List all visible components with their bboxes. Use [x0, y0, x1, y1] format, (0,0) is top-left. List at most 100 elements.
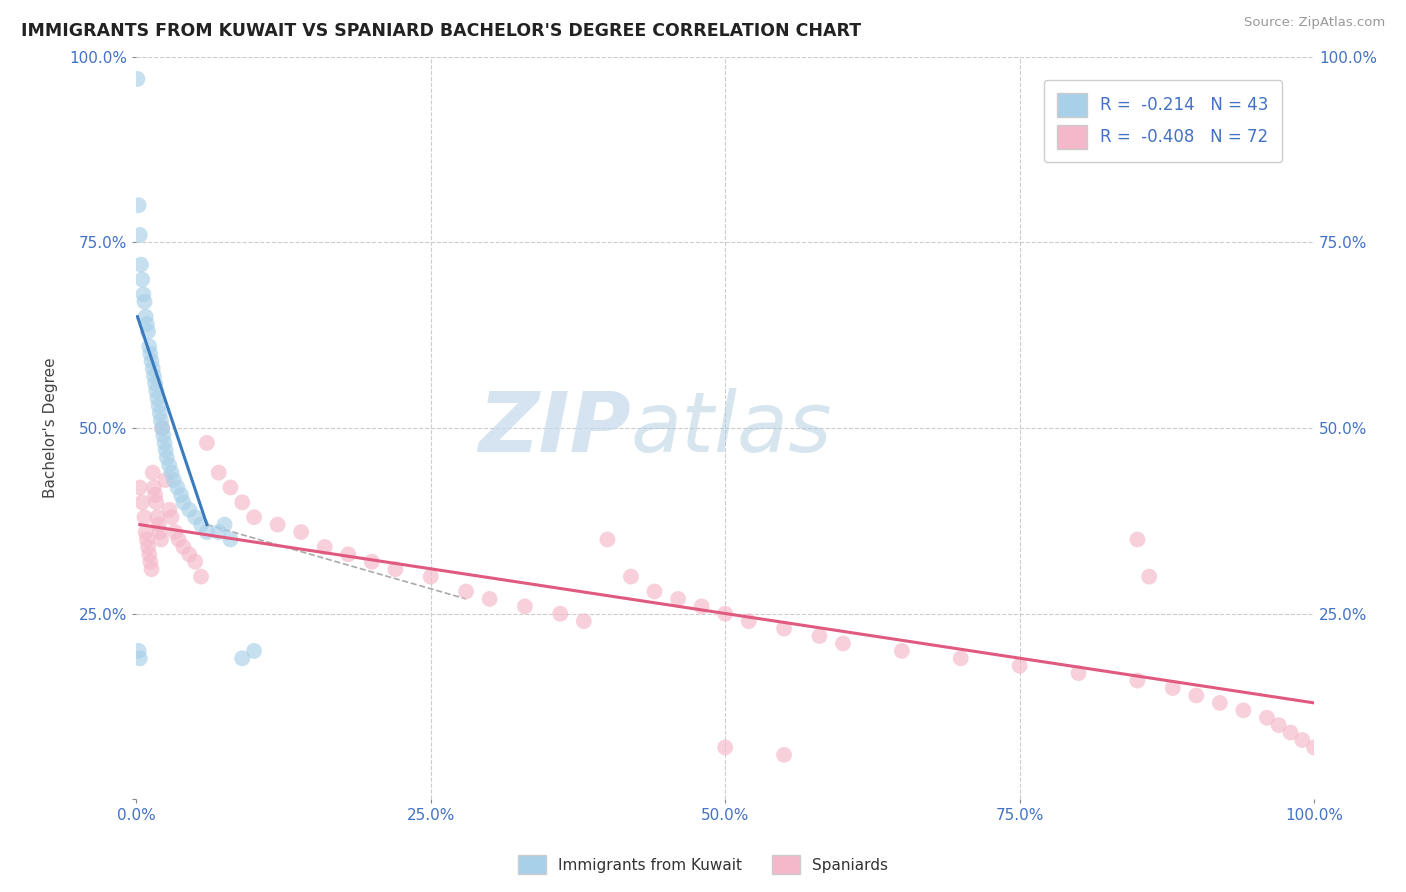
- Point: [135, 310, 157, 324]
- Point: [149, 524, 172, 539]
- Point: [150, 414, 173, 428]
- Point: [1185, 689, 1208, 703]
- Point: [195, 436, 218, 450]
- Point: [190, 517, 212, 532]
- Point: [150, 533, 173, 547]
- Point: [149, 406, 172, 420]
- Y-axis label: Bachelor's Degree: Bachelor's Degree: [44, 358, 58, 499]
- Point: [243, 510, 266, 524]
- Point: [128, 644, 150, 658]
- Point: [666, 591, 689, 606]
- Point: [153, 436, 176, 450]
- Point: [690, 599, 713, 614]
- Point: [572, 614, 595, 628]
- Point: [156, 450, 179, 465]
- Point: [128, 481, 150, 495]
- Point: [384, 562, 406, 576]
- Point: [832, 636, 855, 650]
- Point: [184, 510, 207, 524]
- Point: [195, 524, 218, 539]
- Point: [231, 495, 253, 509]
- Point: [1126, 533, 1149, 547]
- Point: [231, 651, 253, 665]
- Point: [136, 325, 159, 339]
- Point: [160, 510, 183, 524]
- Point: [1291, 733, 1313, 747]
- Point: [134, 510, 156, 524]
- Point: [135, 524, 157, 539]
- Point: [1256, 711, 1278, 725]
- Point: [548, 607, 571, 621]
- Legend: R =  -0.214   N = 43, R =  -0.408   N = 72: R = -0.214 N = 43, R = -0.408 N = 72: [1043, 80, 1282, 162]
- Point: [219, 481, 242, 495]
- Point: [135, 317, 157, 331]
- Point: [143, 376, 166, 391]
- Point: [150, 421, 173, 435]
- Point: [419, 569, 441, 583]
- Point: [513, 599, 536, 614]
- Point: [167, 533, 190, 547]
- Point: [1161, 681, 1184, 695]
- Point: [132, 287, 155, 301]
- Text: atlas: atlas: [631, 387, 832, 468]
- Point: [219, 533, 242, 547]
- Point: [1232, 703, 1254, 717]
- Point: [738, 614, 761, 628]
- Point: [773, 747, 796, 762]
- Point: [142, 369, 165, 384]
- Point: [1137, 569, 1160, 583]
- Point: [127, 72, 149, 87]
- Point: [890, 644, 912, 658]
- Point: [1067, 666, 1090, 681]
- Point: [184, 555, 207, 569]
- Point: [166, 481, 188, 495]
- Point: [949, 651, 972, 665]
- Point: [714, 740, 737, 755]
- Point: [146, 392, 169, 406]
- Point: [1267, 718, 1289, 732]
- Point: [141, 562, 163, 576]
- Point: [190, 569, 212, 583]
- Point: [145, 495, 167, 509]
- Point: [135, 533, 157, 547]
- Point: [142, 466, 165, 480]
- Point: [1126, 673, 1149, 688]
- Point: [208, 466, 231, 480]
- Point: [290, 524, 312, 539]
- Point: [1008, 658, 1031, 673]
- Point: [128, 651, 150, 665]
- Point: [139, 555, 162, 569]
- Point: [128, 198, 150, 212]
- Point: [172, 540, 194, 554]
- Point: [163, 473, 186, 487]
- Text: ZIP: ZIP: [478, 387, 631, 468]
- Point: [160, 466, 183, 480]
- Point: [620, 569, 643, 583]
- Point: [128, 227, 150, 242]
- Point: [136, 540, 159, 554]
- Point: [131, 272, 153, 286]
- Point: [266, 517, 288, 532]
- Point: [142, 361, 165, 376]
- Point: [129, 258, 152, 272]
- Text: IMMIGRANTS FROM KUWAIT VS SPANIARD BACHELOR'S DEGREE CORRELATION CHART: IMMIGRANTS FROM KUWAIT VS SPANIARD BACHE…: [21, 22, 862, 40]
- Point: [596, 533, 619, 547]
- Point: [1209, 696, 1232, 710]
- Point: [714, 607, 737, 621]
- Point: [143, 488, 166, 502]
- Point: [644, 584, 666, 599]
- Point: [170, 488, 193, 502]
- Point: [337, 547, 360, 561]
- Point: [172, 495, 194, 509]
- Point: [131, 495, 153, 509]
- Point: [165, 524, 187, 539]
- Point: [478, 591, 501, 606]
- Point: [148, 399, 170, 413]
- Point: [454, 584, 477, 599]
- Point: [150, 421, 173, 435]
- Point: [157, 502, 180, 516]
- Point: [142, 481, 165, 495]
- Legend: Immigrants from Kuwait, Spaniards: Immigrants from Kuwait, Spaniards: [512, 849, 894, 880]
- Point: [179, 502, 201, 516]
- Point: [134, 294, 156, 309]
